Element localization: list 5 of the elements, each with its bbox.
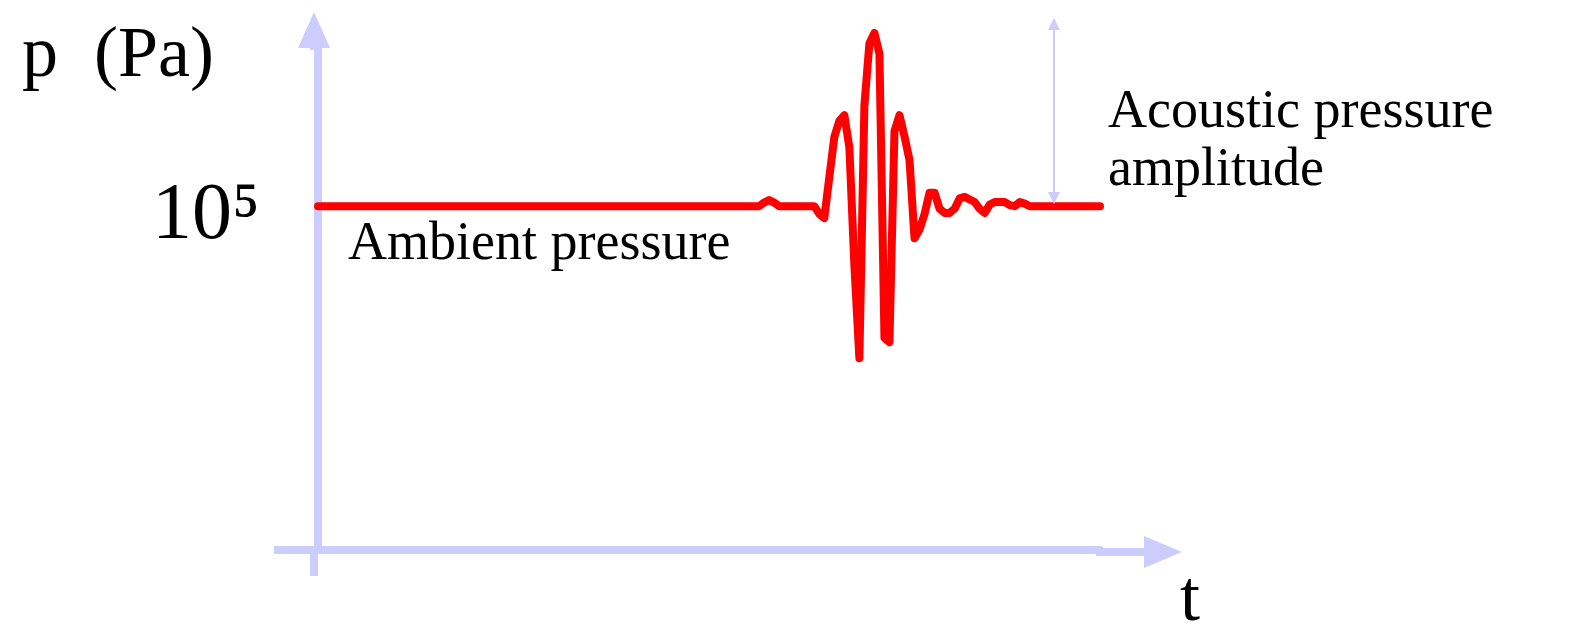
x-axis-title: t — [1180, 556, 1201, 630]
text: 10⁵ — [152, 167, 260, 256]
annotation: Ambient pressure — [348, 211, 731, 272]
text: Acoustic pressure amplitude — [1108, 79, 1507, 198]
y-axis-title: p (Pa) — [22, 12, 214, 92]
